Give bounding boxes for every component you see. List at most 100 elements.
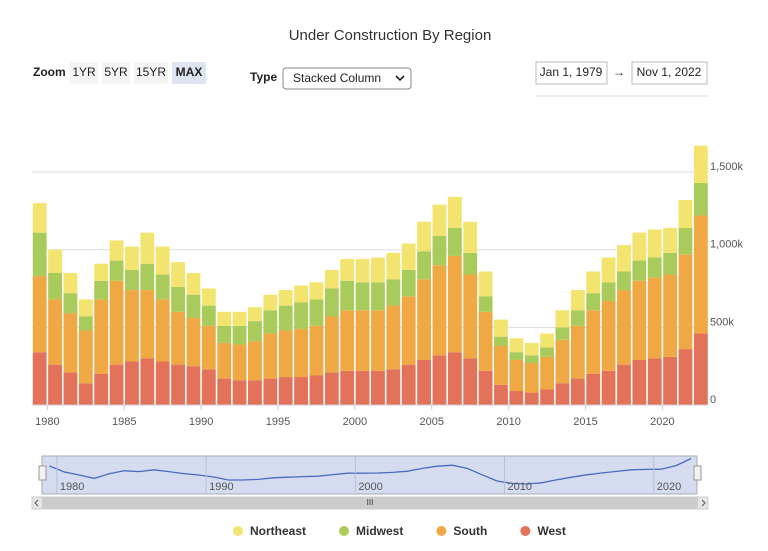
y-tick-label: 1,500k <box>710 161 744 173</box>
zoom-button[interactable] <box>172 62 206 84</box>
bar-segment <box>555 327 570 340</box>
zoom-button-label[interactable]: 5YR <box>104 65 128 79</box>
scroll-arrows[interactable] <box>34 499 706 507</box>
chart-title: Under Construction By Region <box>289 27 492 44</box>
scrollbar-thumb[interactable] <box>42 497 698 509</box>
bar-segment <box>570 378 585 405</box>
bar-segment <box>186 273 201 295</box>
bar-segment <box>248 307 262 322</box>
bar-segment <box>63 273 78 294</box>
navigator-label: 1990 <box>209 481 233 493</box>
bar-segment <box>278 377 293 405</box>
zoom-button[interactable] <box>70 62 98 84</box>
bar-segment <box>540 356 555 390</box>
bar-segment <box>371 370 385 405</box>
bar-segment <box>371 257 385 283</box>
bar-segment <box>324 372 339 405</box>
zoom-button[interactable] <box>134 62 168 84</box>
bar-segment <box>278 305 293 331</box>
bar-segment <box>217 325 232 343</box>
bar-segment <box>32 276 47 353</box>
x-tick-label: 1995 <box>266 416 290 428</box>
bar-segment <box>509 391 524 405</box>
navigator-handle[interactable] <box>693 465 702 481</box>
x-tick-label: 2020 <box>650 416 674 428</box>
bar-segment <box>109 364 124 405</box>
bar-segment <box>340 310 355 371</box>
navigator-label: 1980 <box>60 481 84 493</box>
bar-segment <box>171 262 185 287</box>
legend-label[interactable]: Northeast <box>250 524 306 538</box>
bar-segment <box>217 311 232 326</box>
bar-segment <box>309 282 324 300</box>
bar-segment <box>432 265 447 356</box>
bar-segment <box>232 311 247 326</box>
bar-segment <box>140 290 155 359</box>
bar-segment <box>94 299 109 374</box>
bar-segment <box>432 235 447 266</box>
bar-segment <box>109 240 124 261</box>
type-select-text[interactable]: Stacked Column <box>293 71 381 85</box>
bar-segment <box>540 347 555 357</box>
bar-segment <box>663 252 678 275</box>
x-tick-label: 1990 <box>189 416 213 428</box>
bar-segment <box>48 364 62 405</box>
bar-segment <box>63 372 78 405</box>
zoom-button[interactable] <box>102 62 130 84</box>
bar-segment <box>125 361 139 405</box>
legend-label[interactable]: West <box>537 524 565 538</box>
bar-segment <box>48 299 62 365</box>
bar-segment <box>524 363 539 393</box>
date-to[interactable]: Nov 1, 2022 <box>637 65 702 79</box>
bar-segment <box>478 296 493 312</box>
bar-segment <box>217 378 232 405</box>
x-tick-label: 2000 <box>343 416 367 428</box>
x-tick-label: 1985 <box>112 416 136 428</box>
bar-segment <box>340 259 355 281</box>
bar-segment <box>263 333 278 379</box>
legend-marker[interactable] <box>233 526 243 536</box>
bar-segment <box>263 378 278 405</box>
bar-segment <box>478 370 493 405</box>
bar-segment <box>617 290 631 365</box>
bar-segment <box>601 370 616 405</box>
y-tick-label: 1,000k <box>710 239 744 251</box>
legend-label[interactable]: South <box>453 524 487 538</box>
bar-segment <box>647 229 662 258</box>
navigator-handle[interactable] <box>38 465 47 481</box>
bar-segment <box>294 302 308 329</box>
type-label: Type <box>250 70 277 84</box>
bar-segment <box>263 294 278 311</box>
bar-segment <box>155 274 170 300</box>
zoom-button-label[interactable]: 15YR <box>136 65 166 79</box>
bar-segment <box>647 358 662 405</box>
bar-segment <box>494 336 508 346</box>
bar-segment <box>663 274 678 357</box>
bar-segment <box>586 373 601 405</box>
bar-segment <box>278 330 293 378</box>
type-select[interactable] <box>282 67 412 90</box>
bar-segment <box>63 293 78 314</box>
date-to-input[interactable] <box>631 61 708 85</box>
bar-segment <box>248 341 262 381</box>
bar-segment <box>417 251 432 280</box>
date-from-input[interactable] <box>535 61 608 85</box>
y-tick-label: 0 <box>710 394 716 406</box>
zoom-button-label[interactable]: MAX <box>176 65 203 79</box>
date-from[interactable]: Jan 1, 1979 <box>540 65 603 79</box>
legend-marker[interactable] <box>520 526 531 536</box>
bar-segment <box>201 305 216 326</box>
bar-segment <box>663 227 678 253</box>
bar-segment <box>524 355 539 364</box>
bar-segment <box>601 257 616 283</box>
bar-segment <box>78 383 93 405</box>
legend-marker[interactable] <box>436 526 447 536</box>
bar-segment <box>155 299 170 362</box>
bar-segment <box>355 370 370 405</box>
bar-segment <box>186 294 201 319</box>
legend-marker[interactable] <box>339 526 350 536</box>
bar-segment <box>386 252 401 280</box>
zoom-button-label[interactable]: 1YR <box>72 65 96 79</box>
x-tick-label: 2015 <box>573 416 597 428</box>
legend-label[interactable]: Midwest <box>356 524 403 538</box>
